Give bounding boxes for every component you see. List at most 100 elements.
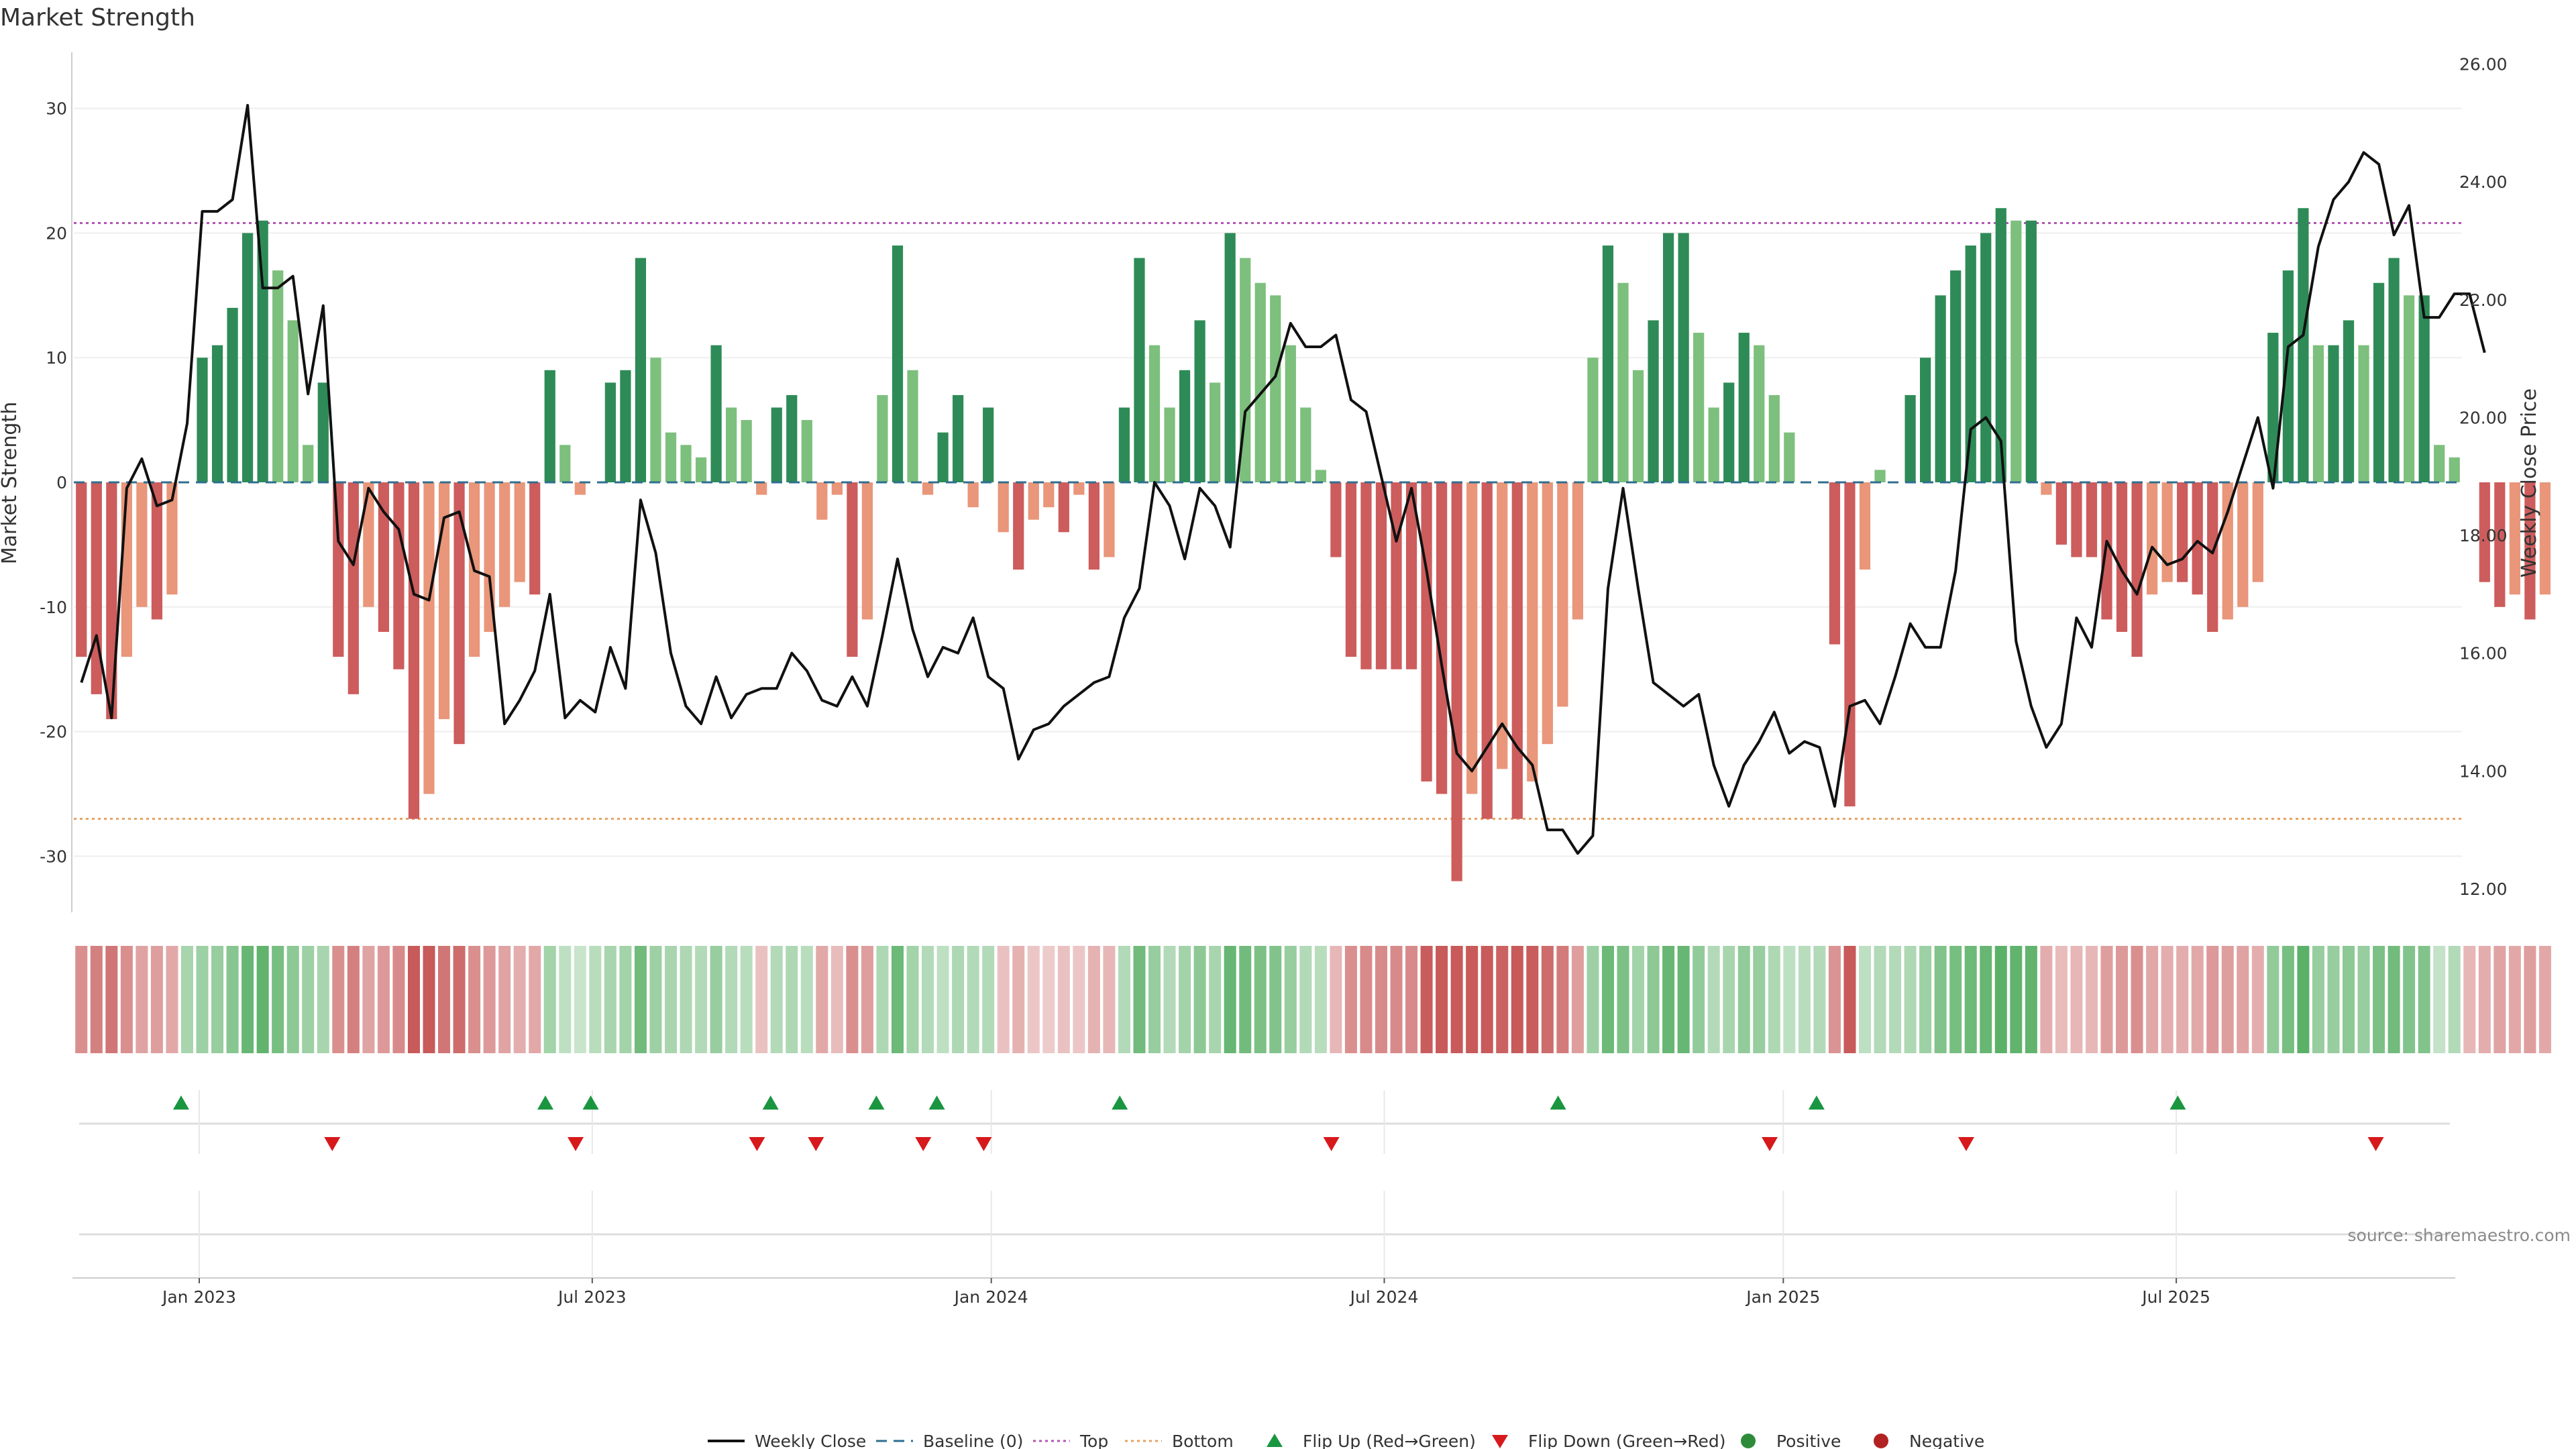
strength-bar [1058,482,1069,533]
strength-bar [1436,482,1448,794]
heat-cell [423,946,435,1053]
y-axis-ticks: -30 -20 -10 0 10 20 30 [40,99,67,867]
strength-bar [1391,482,1402,669]
strength-bar [438,482,450,720]
heat-cell [1133,946,1146,1053]
strength-bar [2539,482,2551,595]
flip-down-marker [1762,1137,1778,1151]
heat-cell [906,946,919,1053]
strength-bar [1134,258,1145,482]
strength-bar [2298,208,2309,482]
heat-cell [1934,946,1947,1053]
heat-cell [755,946,768,1053]
strength-bar [1148,345,1161,482]
strength-heat-strip [75,946,2551,1053]
heat-cell [1723,946,1735,1053]
heat-cell [619,946,632,1053]
strength-bar [363,482,374,607]
legend-symbol-negative [1874,1434,1888,1448]
heat-cell [2191,946,2204,1053]
strength-bar [998,482,1009,533]
strength-bar [2071,482,2082,557]
strength-bar [393,482,405,669]
heat-cell [1994,946,2007,1053]
strength-bar [227,307,238,482]
heat-cell [1768,946,1780,1053]
heat-cell [2161,946,2174,1053]
legend-symbol-flip-up [1267,1434,1283,1447]
source-note: source: sharemaestro.com [2348,1226,2571,1245]
flip-up-marker [2169,1095,2186,1110]
heat-cell [1360,946,1373,1053]
heat-cell [2206,946,2219,1053]
strength-bar [2055,482,2068,545]
strength-bar [786,394,798,482]
heat-cell [2025,946,2037,1053]
heat-cell [1436,946,1448,1053]
strength-bar [2479,482,2490,582]
heat-cell [1042,946,1055,1053]
strength-bar [1572,482,1584,620]
strength-bar [1648,320,1659,482]
heat-cell [1344,946,1357,1053]
heat-cell [1737,946,1750,1053]
heat-cell [2373,946,2385,1053]
heat-cell [180,946,193,1053]
heat-cell [1450,946,1463,1053]
heat-cell [2403,946,2416,1053]
legend: Weekly Close Baseline (0) Top Bottom Flip Up… [708,1432,1984,1449]
heat-cell [256,946,269,1053]
flip-down-marker [324,1137,341,1151]
strength-bar [544,370,555,482]
strength-bar [1179,370,1191,482]
heat-cell [559,946,572,1053]
heat-cell [710,946,722,1053]
heat-cell [1632,946,1645,1053]
weekly-close-series [80,104,2486,855]
strength-bar [1602,245,1614,482]
strength-bar [1829,482,1841,645]
strength-bar [1481,482,1493,819]
heat-cell [241,946,254,1053]
strength-bar [816,482,828,520]
strength-bar [847,482,858,657]
heat-cell [1163,946,1176,1053]
heat-cell [2297,946,2310,1053]
strength-bar [333,482,344,657]
strength-bar [877,394,888,482]
strength-bar [1527,482,1538,782]
strength-bar [1768,394,1780,482]
heat-cell [876,946,889,1053]
strength-bar [1118,407,1130,482]
heat-cell [589,946,602,1053]
legend-label: Positive [1776,1432,1841,1449]
y-tick-label: -30 [40,847,67,866]
heat-cell [1889,946,1902,1053]
strength-bar [695,457,707,482]
heat-cell [2282,946,2294,1053]
heat-cell [2508,946,2521,1053]
strength-bar [151,482,163,620]
strength-bar [2312,345,2324,482]
heat-cell [1209,946,1222,1053]
strength-bar [2207,482,2218,632]
heat-cell [1375,946,1387,1053]
heat-cell [1496,946,1509,1053]
heat-cell [1843,946,1856,1053]
flip-down-marker [749,1137,765,1151]
flip-up-marker [868,1095,885,1110]
heat-cell [861,946,873,1053]
heat-cell [800,946,813,1053]
x-tick-label: Jul 2023 [557,1287,627,1307]
heat-cell [1314,946,1327,1053]
x-tick-label: Jan 2023 [161,1287,236,1307]
x-axis-ticks: Jan 2023 Jul 2023 Jan 2024 Jul 2024 Jan 2025… [161,1278,2210,1307]
strength-bar [514,482,525,582]
heat-cell [1239,946,1252,1053]
strength-bar [378,482,390,632]
heat-cell [1103,946,1116,1053]
chart-title: Market Strength [0,4,195,32]
strength-bar [1904,394,1916,482]
heat-cell [1617,946,1629,1053]
legend-symbol-positive [1741,1434,1756,1448]
